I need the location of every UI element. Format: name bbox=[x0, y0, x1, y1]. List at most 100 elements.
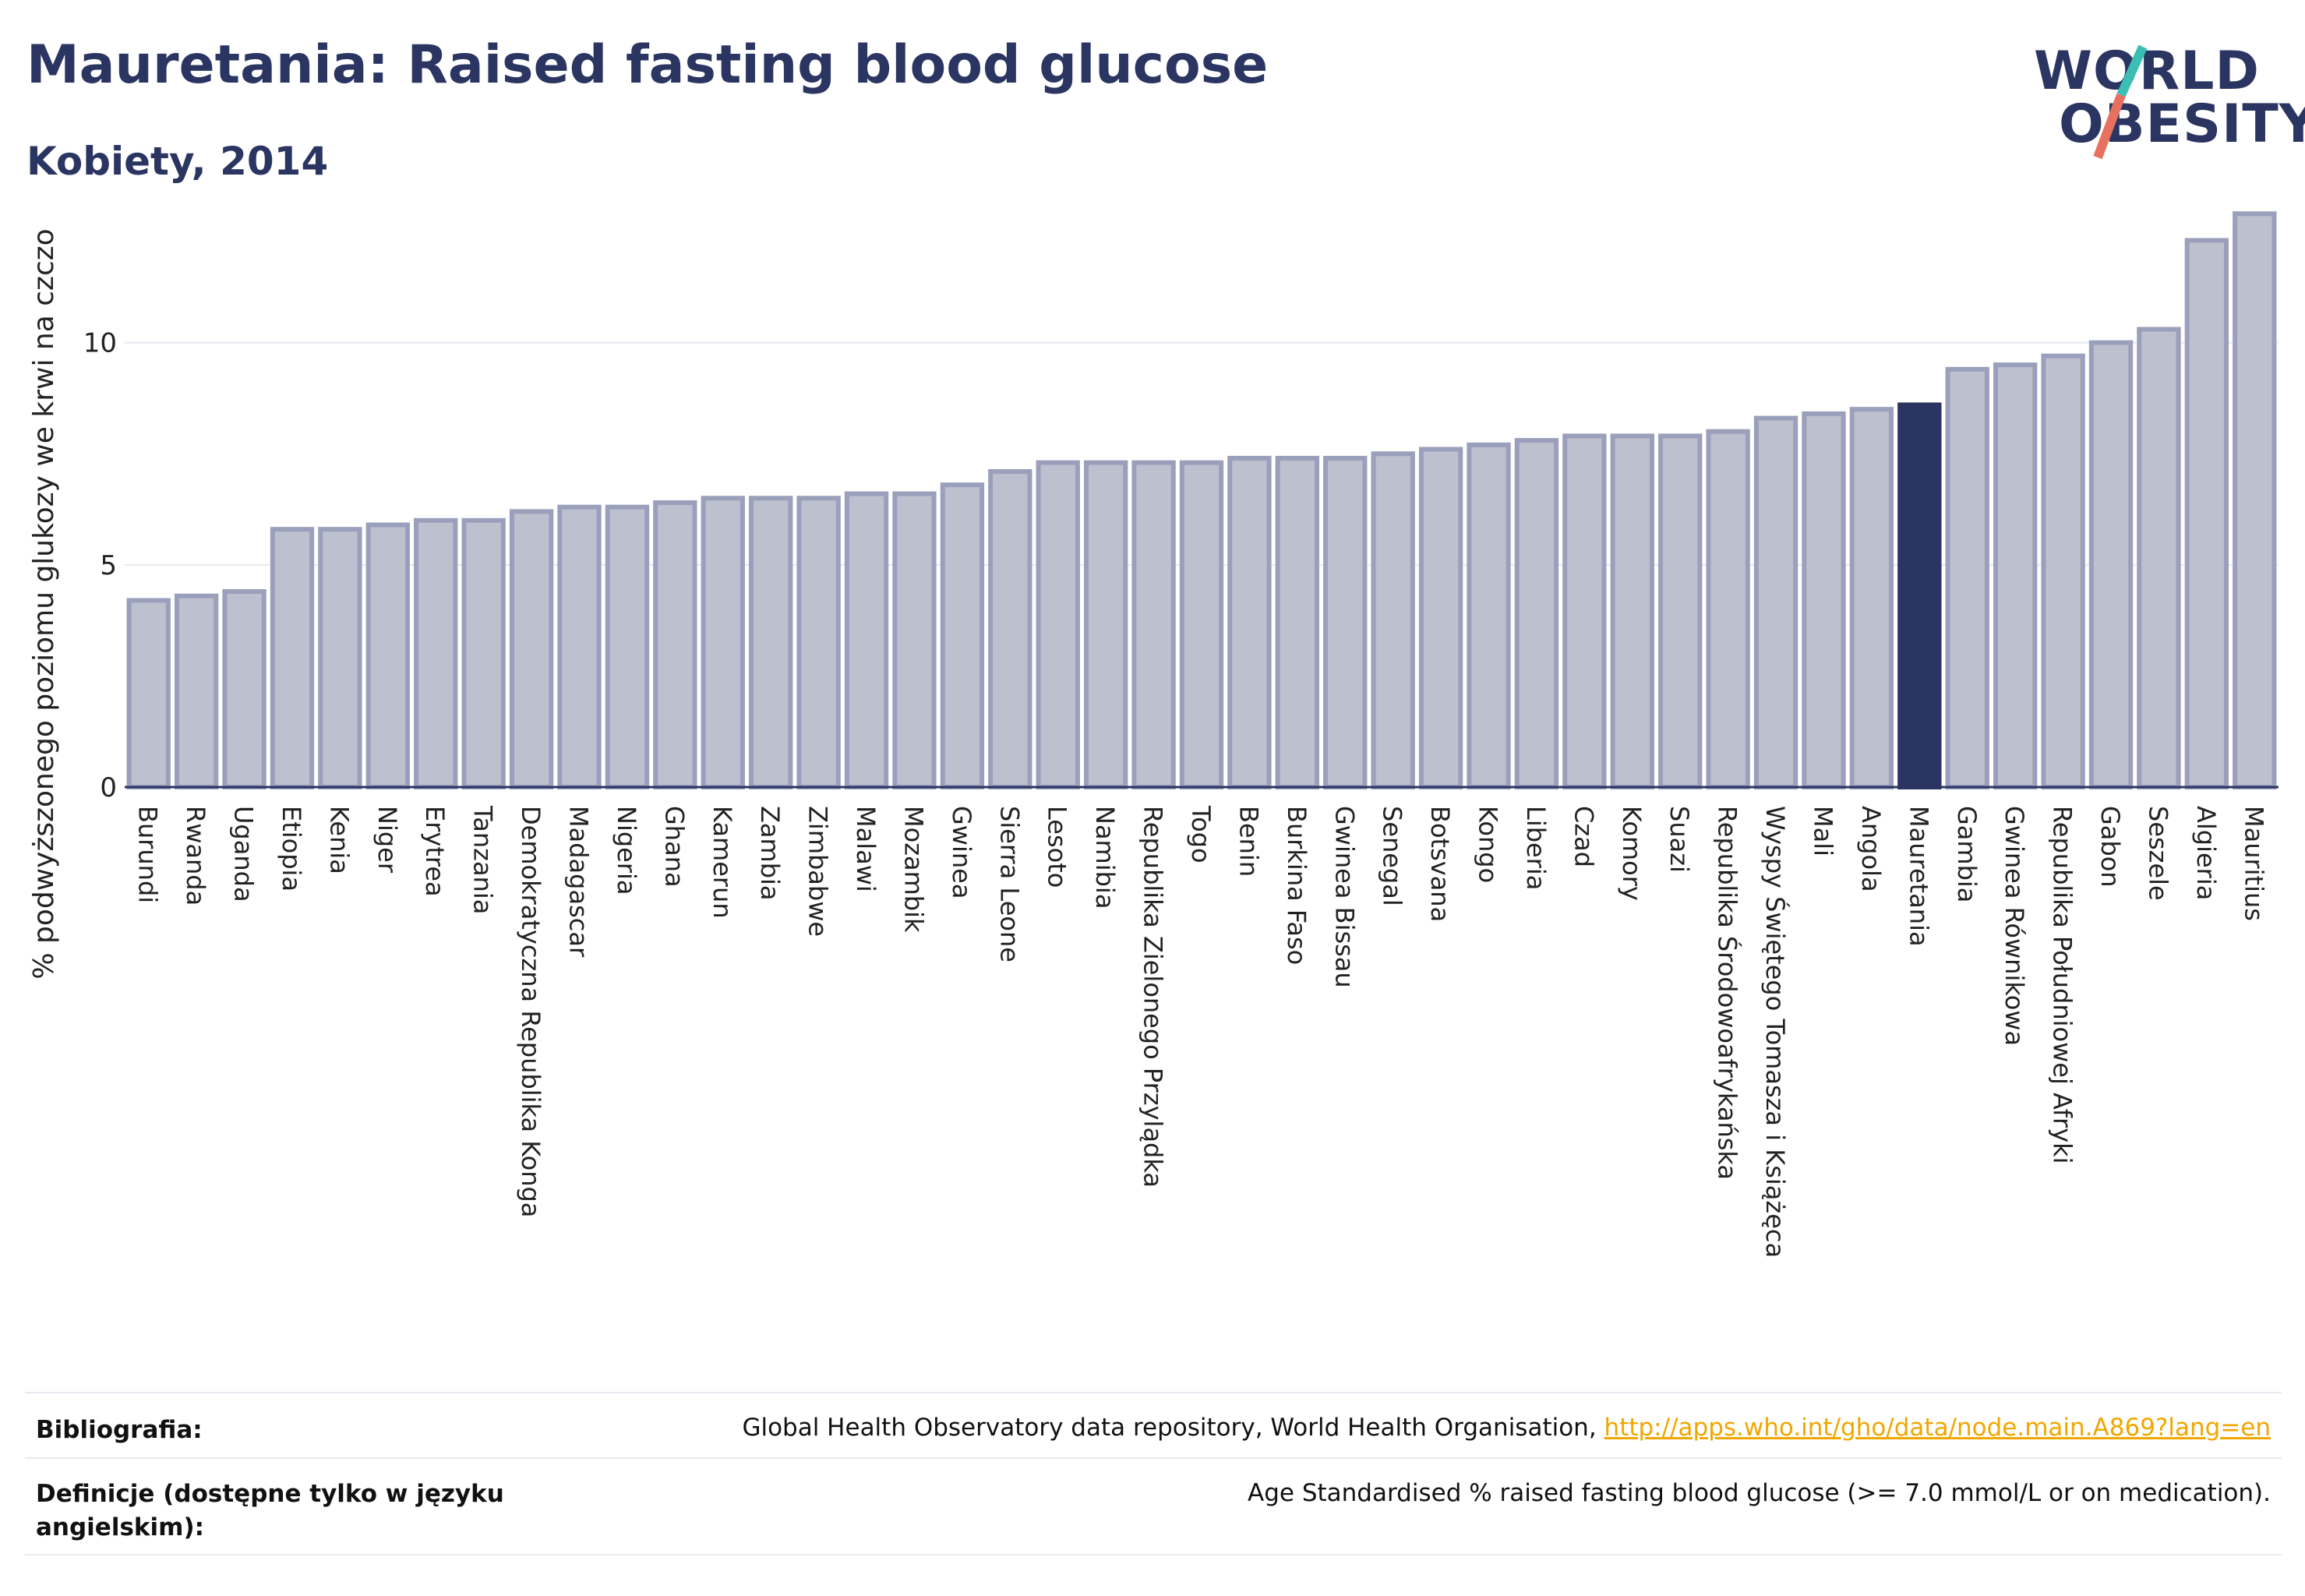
x-tick-label: Suazi bbox=[1664, 806, 1694, 873]
x-tick-label: Erytrea bbox=[420, 806, 450, 897]
x-tick-label: Kamerun bbox=[708, 806, 737, 919]
bar bbox=[605, 504, 650, 790]
x-tick-label: Mauritius bbox=[2239, 806, 2268, 921]
x-tick-label: Nigeria bbox=[612, 806, 641, 895]
x-tick-label: Ghana bbox=[659, 806, 689, 888]
x-tick-label: Mauretania bbox=[1904, 806, 1933, 947]
y-tick-label: 5 bbox=[100, 550, 117, 581]
bar bbox=[1753, 415, 1798, 789]
bar bbox=[1849, 407, 1894, 789]
bar bbox=[222, 589, 267, 790]
bar bbox=[1323, 455, 1368, 789]
bars-group bbox=[126, 211, 2277, 790]
bar bbox=[749, 496, 793, 790]
bar bbox=[940, 482, 985, 789]
bar bbox=[1610, 433, 1654, 789]
bar bbox=[1179, 460, 1224, 789]
bar bbox=[1083, 460, 1128, 789]
world-obesity-logo: WORLD OBESITY bbox=[2026, 23, 2305, 164]
bar bbox=[2088, 340, 2134, 789]
bar bbox=[1945, 366, 1989, 789]
bar bbox=[1802, 411, 1846, 790]
bar bbox=[557, 504, 602, 790]
x-tick-label: Malawi bbox=[851, 806, 881, 892]
bar bbox=[365, 522, 411, 790]
bar bbox=[126, 598, 171, 790]
bar bbox=[2137, 327, 2181, 790]
bar bbox=[701, 496, 745, 790]
logo-text-line1: WORLD bbox=[2034, 41, 2260, 102]
bar bbox=[796, 496, 841, 790]
definition-label: Definicje (dostępne tylko w języku angie… bbox=[36, 1480, 504, 1542]
x-tick-label: Mali bbox=[1808, 806, 1837, 856]
x-tick-label: Burkina Faso bbox=[1282, 806, 1311, 965]
x-tick-label: Madagascar bbox=[564, 806, 594, 958]
x-tick-label: Kenia bbox=[324, 806, 354, 874]
y-tick-labels: 0 5 10 bbox=[83, 328, 117, 803]
bar bbox=[1562, 433, 1607, 789]
x-tick-label: Republika Środowoafrykańska bbox=[1713, 806, 1743, 1180]
x-tick-label: Republika Południowej Afryki bbox=[2048, 806, 2077, 1164]
bar bbox=[1227, 455, 1272, 789]
definition-value: Age Standardised % raised fasting blood … bbox=[1248, 1479, 2271, 1507]
x-tick-label: Czad bbox=[1569, 806, 1598, 867]
x-tick-label: Senegal bbox=[1378, 806, 1407, 906]
bar-highlighted bbox=[1897, 402, 1942, 790]
x-tick-label: Demokratyczna Republika Konga bbox=[516, 806, 545, 1217]
bar bbox=[1514, 438, 1559, 789]
bar bbox=[988, 469, 1032, 789]
x-tick-label: Mozambik bbox=[898, 806, 928, 933]
bar bbox=[1036, 460, 1080, 789]
x-tick-label: Zambia bbox=[755, 806, 785, 901]
x-tick-label: Gwinea bbox=[947, 806, 976, 899]
bar bbox=[318, 527, 362, 789]
source-text: Global Health Observatory data repositor… bbox=[742, 1414, 1604, 1442]
page-title: Mauretania: Raised fasting blood glucose bbox=[26, 34, 1269, 96]
footer-divider-middle bbox=[25, 1457, 2282, 1459]
x-tick-label: Angola bbox=[1856, 806, 1886, 892]
bar bbox=[1467, 442, 1511, 789]
bar bbox=[1993, 362, 2038, 790]
x-tick-label: Namibia bbox=[1090, 806, 1120, 909]
bar bbox=[2184, 238, 2229, 789]
x-tick-label: Republika Zielonego Przylądka bbox=[1138, 806, 1168, 1188]
source-link[interactable]: http://apps.who.int/gho/data/node.main.A… bbox=[1604, 1414, 2271, 1442]
x-tick-label: Benin bbox=[1234, 806, 1263, 877]
bar bbox=[653, 500, 697, 789]
bar bbox=[414, 517, 458, 789]
bar bbox=[892, 491, 937, 789]
source-label: Bibliografia: bbox=[36, 1416, 203, 1444]
footer-divider-bottom bbox=[25, 1554, 2282, 1555]
x-tick-label: Kongo bbox=[1474, 806, 1503, 883]
source-value: Global Health Observatory data repositor… bbox=[742, 1414, 2271, 1442]
bar bbox=[2233, 211, 2277, 789]
x-tick-label: Gwinea Równikowa bbox=[2000, 806, 2029, 1046]
x-tick-label: Gabon bbox=[2095, 806, 2125, 888]
x-tick-label: Wyspy Świętego Tomasza i Książęca bbox=[1760, 806, 1791, 1258]
y-tick-label: 10 bbox=[83, 328, 117, 359]
x-tick-label: Togo bbox=[1186, 805, 1216, 863]
x-tick-label: Burundi bbox=[133, 806, 163, 903]
bar bbox=[2041, 353, 2085, 790]
x-tick-label: Rwanda bbox=[181, 806, 210, 906]
bar bbox=[1658, 433, 1703, 789]
x-tick-label: Sierra Leone bbox=[994, 806, 1024, 962]
x-tick-labels: Burundi Rwanda Uganda Etiopia Kenia Niger Eryt… bbox=[133, 805, 2269, 1258]
bar bbox=[270, 527, 315, 789]
bar bbox=[1275, 455, 1320, 789]
bar bbox=[1371, 451, 1415, 789]
x-tick-label: Tanzania bbox=[468, 805, 498, 914]
x-tick-label: Uganda bbox=[229, 806, 259, 902]
page-subtitle: Kobiety, 2014 bbox=[26, 139, 329, 184]
x-tick-label: Gambia bbox=[1952, 806, 1982, 902]
x-tick-label: Komory bbox=[1617, 806, 1647, 901]
bar bbox=[844, 491, 889, 789]
bar bbox=[509, 509, 554, 789]
bar bbox=[174, 593, 219, 789]
x-tick-label: Algieria bbox=[2191, 806, 2221, 900]
logo-slash-icon bbox=[2093, 44, 2148, 160]
bar-chart: 0 5 10 Burundi Rwanda Uganda Etiopia Kenia Nige… bbox=[28, 211, 2279, 1258]
footer-divider-top bbox=[25, 1392, 2282, 1393]
bar bbox=[1131, 460, 1176, 789]
x-tick-label: Zimbabwe bbox=[803, 806, 833, 937]
